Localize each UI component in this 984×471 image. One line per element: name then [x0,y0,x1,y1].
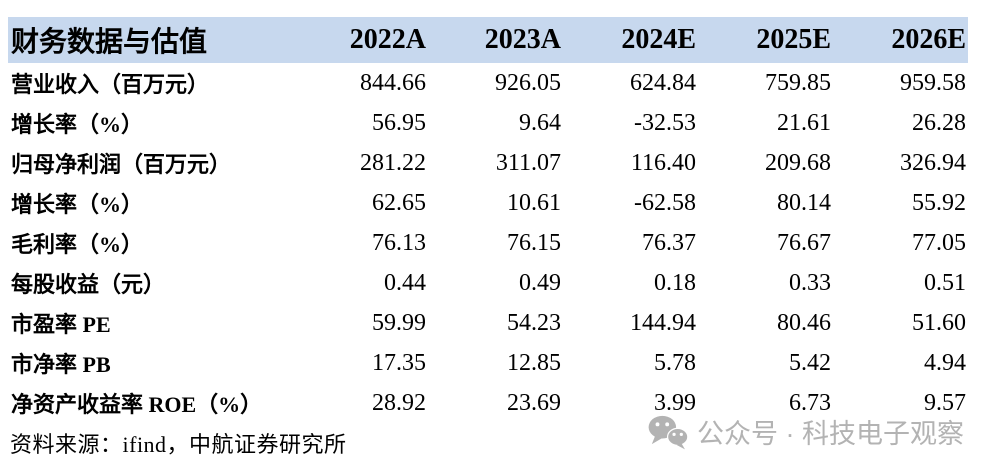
cell-value: 0.49 [519,269,561,296]
watermark-text: 公众号 · 科技电子观察 [697,419,964,449]
col-header-2026e: 2026E [833,17,968,63]
cell-value: 311.07 [495,149,561,176]
financials-table: 财务数据与估值 2022A 2023A 2024E 2025E 2026E 营业… [8,17,968,423]
cell-value: 759.85 [765,69,831,96]
cell-value: 76.37 [642,229,696,256]
cell-value: 0.44 [384,269,426,296]
table-row-pe: 市盈率 PE 59.99 54.23 144.94 80.46 51.60 [8,303,968,343]
col-header-2025e: 2025E [698,17,833,63]
cell-value: 116.40 [630,149,696,176]
table-row-roe: 净资产收益率 ROE（%） 28.92 23.69 3.99 6.73 9.57 [8,383,968,423]
cell-value: 80.46 [777,309,831,336]
row-label: 净资产收益率 ROE（%） [11,392,263,417]
cell-value: 55.92 [912,189,966,216]
cell-value: 3.99 [654,389,696,416]
table-row-revenue: 营业收入（百万元） 844.66 926.05 624.84 759.85 95… [8,63,968,103]
cell-value: 5.78 [654,349,696,376]
cell-value: 281.22 [360,149,426,176]
cell-value: 926.05 [495,69,561,96]
row-label: 营业收入（百万元） [11,72,210,97]
row-label: 市净率 PB [11,352,111,377]
col-header-2022a: 2022A [293,17,428,63]
cell-value: 54.23 [507,309,561,336]
cell-value: 51.60 [912,309,966,336]
table-title: 财务数据与估值 [8,17,293,63]
cell-value: 62.65 [372,189,426,216]
table-row-pb: 市净率 PB 17.35 12.85 5.78 5.42 4.94 [8,343,968,383]
cell-value: 21.61 [777,109,831,136]
row-label: 毛利率（%） [11,232,144,257]
cell-value: -62.58 [634,189,696,216]
cell-value: 77.05 [912,229,966,256]
cell-value: 0.51 [924,269,966,296]
cell-value: 10.61 [507,189,561,216]
row-label: 每股收益（元） [11,272,166,297]
table-row-gross-margin: 毛利率（%） 76.13 76.15 76.37 76.67 77.05 [8,223,968,263]
table-row-net-profit: 归母净利润（百万元） 281.22 311.07 116.40 209.68 3… [8,143,968,183]
cell-value: 76.15 [507,229,561,256]
wechat-icon [647,414,689,450]
col-header-2023a: 2023A [428,17,563,63]
row-label: 增长率（%） [11,112,144,137]
cell-value: 844.66 [360,69,426,96]
row-label: 市盈率 PE [11,312,111,337]
table-header-row: 财务数据与估值 2022A 2023A 2024E 2025E 2026E [8,17,968,63]
col-header-2024e: 2024E [563,17,698,63]
table-row-profit-growth: 增长率（%） 62.65 10.61 -62.58 80.14 55.92 [8,183,968,223]
cell-value: 9.57 [924,389,966,416]
cell-value: 326.94 [900,149,966,176]
row-label: 增长率（%） [11,192,144,217]
cell-value: 6.73 [789,389,831,416]
cell-value: 59.99 [372,309,426,336]
cell-value: 0.18 [654,269,696,296]
cell-value: 28.92 [372,389,426,416]
row-label: 归母净利润（百万元） [11,152,232,177]
table-row-eps: 每股收益（元） 0.44 0.49 0.18 0.33 0.51 [8,263,968,303]
cell-value: 56.95 [372,109,426,136]
cell-value: 76.13 [372,229,426,256]
cell-value: 209.68 [765,149,831,176]
cell-value: 80.14 [777,189,831,216]
cell-value: 5.42 [789,349,831,376]
table-row-revenue-growth: 增长率（%） 56.95 9.64 -32.53 21.61 26.28 [8,103,968,143]
cell-value: 9.64 [519,109,561,136]
cell-value: 17.35 [372,349,426,376]
cell-value: -32.53 [634,109,696,136]
cell-value: 959.58 [900,69,966,96]
source-note: 资料来源：ifind，中航证券研究所 [10,432,347,457]
cell-value: 624.84 [630,69,696,96]
cell-value: 76.67 [777,229,831,256]
cell-value: 4.94 [924,349,966,376]
cell-value: 12.85 [507,349,561,376]
cell-value: 26.28 [912,109,966,136]
cell-value: 0.33 [789,269,831,296]
watermark: 公众号 · 科技电子观察 [647,412,964,451]
cell-value: 144.94 [630,309,696,336]
cell-value: 23.69 [507,389,561,416]
